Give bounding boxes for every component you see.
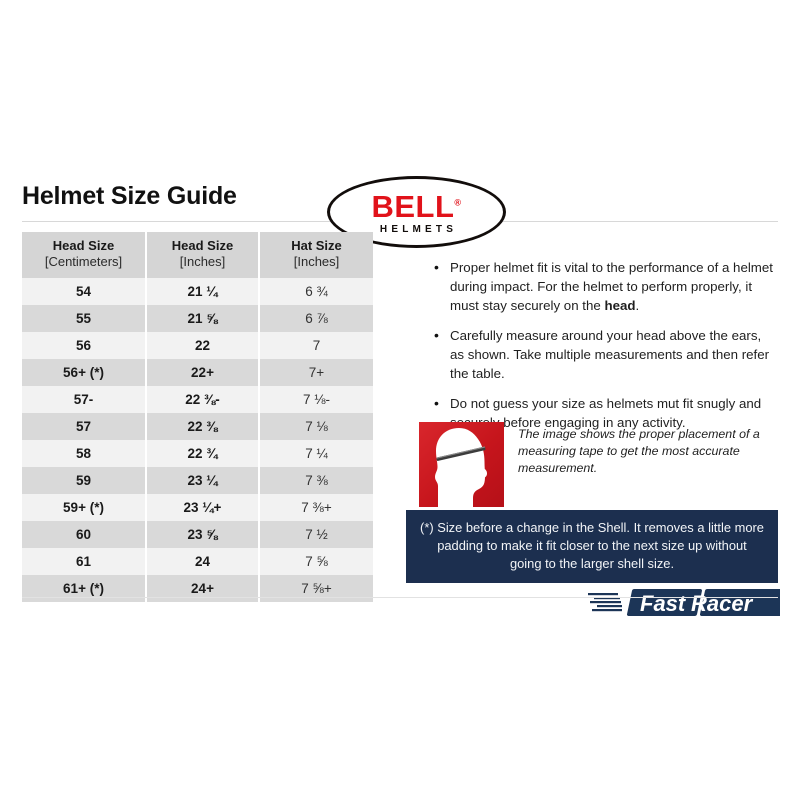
fastracer-logo: Fast Racer [588,589,780,616]
measurement-figure-block: The image shows the proper placement of … [419,422,779,507]
bullet-icon: • [434,395,439,411]
cell-hat-size: 7 [259,331,373,359]
fastracer-logo-text-two: Racer [691,591,754,616]
cell-hat-size: 7+ [259,358,373,386]
cell-head-size-in: 22 [146,331,260,359]
cell-head-size-cm: 57- [22,385,147,413]
list-item-text-emphasis: head [604,298,636,313]
table-header-row: Head Size [Centimeters] Head Size [Inche… [22,232,373,278]
cell-head-size-in: 22 ⅜ [146,412,260,440]
cell-head-size-cm: 57 [22,412,147,440]
list-item-text: Do not guess your size as helmets mut fi… [450,396,762,430]
table-row: 57- 22 ⅜- 7 ⅛- [22,385,373,413]
column-header-unit: [Inches] [293,254,340,270]
list-item-text: Proper helmet fit is vital to the perfor… [450,258,778,315]
bullet-icon: • [434,259,439,275]
footer-divider [22,597,778,598]
bell-logo-subtitle: HELMETS [379,224,458,235]
cell-hat-size: 6 ⅞ [259,304,373,332]
cell-head-size-in: 23 ¼ [146,466,260,494]
column-header-head-size-in: Head Size [Inches] [146,232,260,278]
head-measurement-image [419,422,504,507]
cell-head-size-in: 24 [146,547,260,575]
list-item-text-lead: Proper helmet fit is vital to the perfor… [450,260,773,313]
column-header-head-size-cm: Head Size [Centimeters] [22,232,147,278]
cell-head-size-cm: 58 [22,439,147,467]
column-header-title: Head Size [52,238,115,253]
cell-hat-size: 7 ½ [259,520,373,548]
list-item: • Do not guess your size as helmets mut … [428,394,778,432]
cell-head-size-in: 23 ⅝ [146,520,260,548]
helmet-size-table: Head Size [Centimeters] Head Size [Inche… [22,232,373,602]
cell-head-size-cm: 61 [22,547,147,575]
column-header-title: Head Size [171,238,234,253]
page-title: Helmet Size Guide [22,182,237,210]
registered-mark-icon: ® [454,197,462,208]
cell-head-size-in: 21 ¼ [146,277,260,305]
bullet-icon: • [434,327,439,343]
figure-caption: The image shows the proper placement of … [518,427,760,475]
table-row: 61 24 7 ⅝ [22,547,373,575]
column-header-unit: [Inches] [179,254,226,270]
fastracer-badge-left [627,589,702,616]
cell-head-size-cm: 54 [22,277,147,305]
table-row: 59+ (*) 23 ¼+ 7 ⅜+ [22,493,373,521]
speed-lines-icon [588,593,622,612]
list-item: • Carefully measure around your head abo… [428,326,778,383]
bell-logo-text: BELL [371,189,455,224]
cell-hat-size: 7 ⅜ [259,466,373,494]
fit-instructions-list: • Proper helmet fit is vital to the perf… [428,258,778,443]
cell-hat-size: 7 ⅜+ [259,493,373,521]
cell-hat-size: 7 ⅛ [259,412,373,440]
cell-hat-size: 7 ¼ [259,439,373,467]
cell-head-size-in: 22 ⅜- [146,385,260,413]
cell-head-size-in: 21 ⅝ [146,304,260,332]
cell-head-size-cm: 56 [22,331,147,359]
list-item-text: Carefully measure around your head above… [450,328,770,381]
cell-hat-size: 7 ⅛- [259,385,373,413]
cell-hat-size: 6 ¾ [259,277,373,305]
list-item: • Proper helmet fit is vital to the perf… [428,258,778,315]
fastracer-badge-right [700,589,780,616]
cell-head-size-cm: 59 [22,466,147,494]
bell-logo-wordmark: BELL® [371,191,461,222]
column-header-unit: [Centimeters] [44,254,123,270]
column-header-title: Hat Size [291,238,342,253]
fastracer-logo-text-one: Fast [640,591,687,616]
cell-head-size-cm: 56+ (*) [22,358,147,386]
cell-head-size-cm: 59+ (*) [22,493,147,521]
list-item-text-tail: . [635,298,640,313]
cell-hat-size: 7 ⅝ [259,547,373,575]
cell-head-size-in: 22 ¾ [146,439,260,467]
table-row: 56+ (*) 22+ 7+ [22,358,373,386]
cell-head-size-in: 23 ¼+ [146,493,260,521]
cell-head-size-cm: 60 [22,520,147,548]
column-header-hat-size-in: Hat Size [Inches] [259,232,373,278]
head-profile-icon [435,428,487,507]
cell-head-size-in: 22+ [146,358,260,386]
cell-head-size-cm: 55 [22,304,147,332]
shell-size-note: (*) Size before a change in the Shell. I… [406,510,778,583]
table-row: 56 22 7 [22,331,373,359]
